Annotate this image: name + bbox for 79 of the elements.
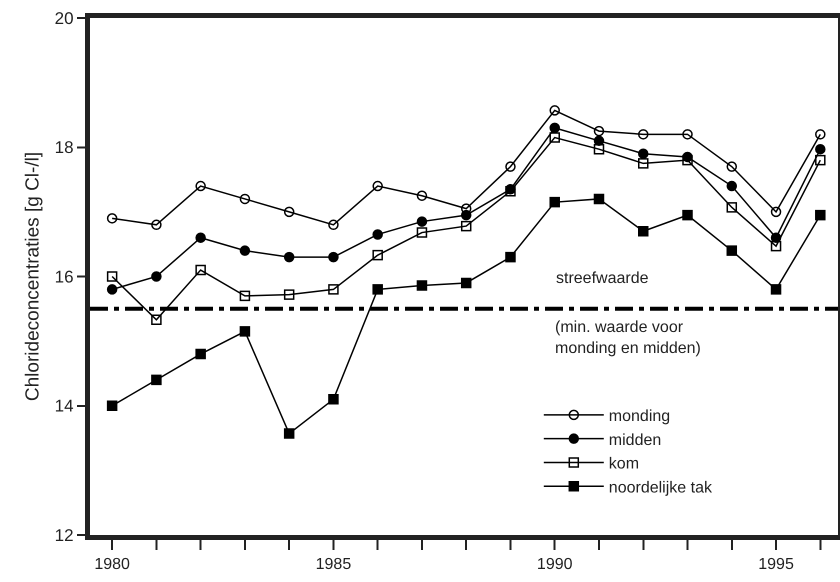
point — [770, 206, 782, 218]
point — [815, 210, 826, 220]
point — [151, 271, 162, 282]
point — [726, 161, 738, 172]
point — [726, 202, 738, 213]
point — [594, 144, 604, 154]
x-tick-label: 1995 — [758, 556, 794, 574]
legend-label: kom — [608, 456, 640, 473]
y-tick-label: 12 — [54, 526, 74, 545]
point — [195, 348, 206, 360]
point — [284, 428, 294, 439]
point — [151, 220, 162, 230]
y-tick-label: 20 — [54, 8, 74, 28]
point — [416, 216, 428, 227]
point — [328, 252, 339, 262]
point — [240, 290, 250, 302]
y-tick-label: 18 — [54, 138, 74, 158]
point — [460, 278, 472, 288]
point — [549, 196, 560, 208]
point — [151, 374, 162, 386]
point — [240, 326, 250, 337]
point — [106, 400, 118, 411]
point — [594, 126, 604, 136]
point — [106, 271, 118, 282]
point — [416, 227, 428, 238]
point — [328, 284, 339, 295]
point — [284, 206, 294, 218]
point — [815, 154, 826, 166]
point — [549, 132, 560, 143]
point — [505, 252, 516, 262]
point — [549, 105, 560, 116]
x-tick-label: 1985 — [316, 556, 352, 574]
point — [106, 213, 118, 224]
point — [638, 148, 648, 159]
y-tick-label: 14 — [54, 396, 74, 416]
point — [195, 264, 206, 276]
point — [770, 240, 782, 252]
legend-label: monding — [608, 408, 670, 426]
point — [638, 129, 648, 140]
point — [328, 394, 339, 405]
point — [682, 152, 693, 162]
annotation: (min. waarde voor monding en midden) — [555, 319, 701, 357]
point — [151, 314, 162, 326]
point — [195, 232, 206, 243]
point — [726, 180, 738, 192]
legend-label: midden — [608, 432, 662, 449]
x-tick-label: 1980 — [94, 556, 130, 574]
point — [594, 194, 604, 204]
point — [240, 245, 250, 256]
point — [770, 284, 782, 295]
point — [638, 226, 648, 237]
point — [682, 210, 693, 220]
y-axis-title: Chlorideconcentraties [g Cl-/l] — [22, 152, 44, 402]
point — [328, 220, 339, 230]
point — [815, 129, 826, 140]
point — [195, 180, 206, 192]
point — [638, 158, 648, 169]
point — [106, 284, 118, 295]
point — [372, 284, 383, 295]
point — [549, 122, 560, 134]
point — [726, 245, 738, 256]
point — [416, 280, 428, 291]
legend-label: noordelijke tak — [608, 480, 713, 497]
point — [284, 289, 294, 300]
point — [770, 232, 782, 243]
point — [284, 252, 294, 262]
point — [372, 180, 383, 192]
point — [240, 194, 250, 204]
point — [594, 136, 604, 146]
point — [505, 161, 516, 172]
y-tick-label: 16 — [54, 267, 74, 286]
point — [372, 250, 383, 260]
point — [815, 144, 826, 154]
point — [460, 220, 472, 232]
x-tick-label: 1990 — [536, 556, 573, 574]
point — [416, 190, 428, 201]
point — [372, 229, 383, 240]
point — [682, 129, 693, 140]
ref-line-label: streefwaarde — [556, 270, 649, 287]
